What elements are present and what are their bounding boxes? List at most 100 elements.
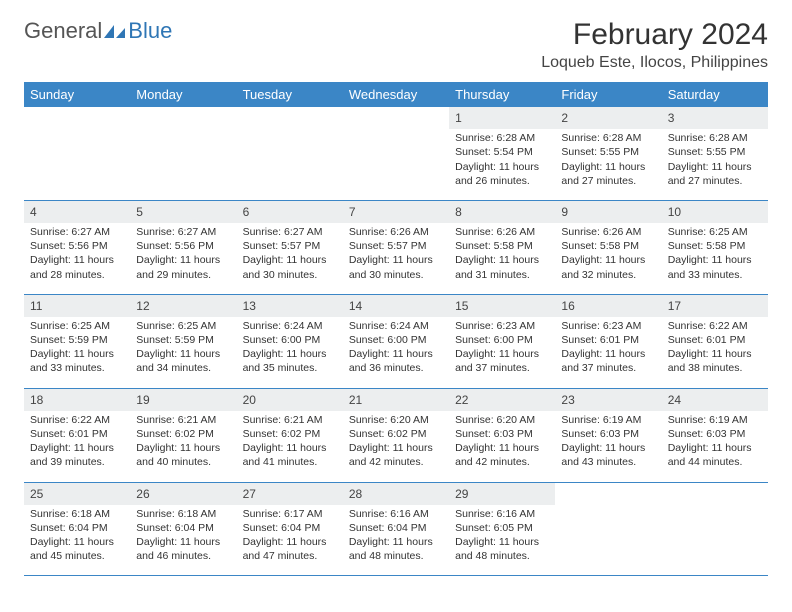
sunset-line: Sunset: 5:54 PM [455,145,549,159]
daynum-cell: 20 [237,388,343,411]
daynum-cell: 23 [555,388,661,411]
sunrise-line: Sunrise: 6:26 AM [455,225,549,239]
day-number: 11 [24,295,130,317]
daynum-cell: 9 [555,200,661,223]
daylight-line: Daylight: 11 hours and 28 minutes. [30,253,124,281]
page-header: General Blue February 2024 Loqueb Este, … [24,18,768,72]
calendar-body: 123Sunrise: 6:28 AMSunset: 5:54 PMDaylig… [24,107,768,576]
sunset-line: Sunset: 6:04 PM [30,521,124,535]
day-cell [130,129,236,200]
day-number: 4 [24,201,130,223]
day-number: 12 [130,295,236,317]
day-cell: Sunrise: 6:26 AMSunset: 5:58 PMDaylight:… [449,223,555,294]
day-cell: Sunrise: 6:20 AMSunset: 6:02 PMDaylight:… [343,411,449,482]
day-number: 20 [237,389,343,411]
day-number: 22 [449,389,555,411]
day-number: 9 [555,201,661,223]
sunrise-line: Sunrise: 6:21 AM [243,413,337,427]
sunrise-line: Sunrise: 6:17 AM [243,507,337,521]
sunrise-line: Sunrise: 6:18 AM [30,507,124,521]
daynum-cell: 14 [343,294,449,317]
day-number: 13 [237,295,343,317]
sunset-line: Sunset: 6:00 PM [243,333,337,347]
sunset-line: Sunset: 5:57 PM [243,239,337,253]
sunrise-line: Sunrise: 6:16 AM [349,507,443,521]
daynum-row: 18192021222324 [24,388,768,411]
week-row: Sunrise: 6:27 AMSunset: 5:56 PMDaylight:… [24,223,768,294]
sunrise-line: Sunrise: 6:25 AM [668,225,762,239]
sunset-line: Sunset: 6:00 PM [455,333,549,347]
day-number: 25 [24,483,130,505]
day-cell: Sunrise: 6:26 AMSunset: 5:58 PMDaylight:… [555,223,661,294]
day-cell: Sunrise: 6:19 AMSunset: 6:03 PMDaylight:… [555,411,661,482]
logo-text-blue: Blue [128,18,172,44]
daylight-line: Daylight: 11 hours and 36 minutes. [349,347,443,375]
sunset-line: Sunset: 6:05 PM [455,521,549,535]
daynum-cell [343,107,449,129]
day-number: 27 [237,483,343,505]
sunrise-line: Sunrise: 6:19 AM [561,413,655,427]
day-cell: Sunrise: 6:25 AMSunset: 5:59 PMDaylight:… [130,317,236,388]
sunset-line: Sunset: 5:58 PM [668,239,762,253]
day-cell: Sunrise: 6:27 AMSunset: 5:56 PMDaylight:… [130,223,236,294]
sunset-line: Sunset: 6:00 PM [349,333,443,347]
sunset-line: Sunset: 6:01 PM [30,427,124,441]
day-number: 8 [449,201,555,223]
sunrise-line: Sunrise: 6:26 AM [349,225,443,239]
day-number: 6 [237,201,343,223]
daylight-line: Daylight: 11 hours and 34 minutes. [136,347,230,375]
day-cell: Sunrise: 6:21 AMSunset: 6:02 PMDaylight:… [130,411,236,482]
calendar-table: Sunday Monday Tuesday Wednesday Thursday… [24,82,768,576]
day-number: 5 [130,201,236,223]
daylight-line: Daylight: 11 hours and 39 minutes. [30,441,124,469]
day-number: 29 [449,483,555,505]
day-cell: Sunrise: 6:25 AMSunset: 5:58 PMDaylight:… [662,223,768,294]
day-cell: Sunrise: 6:20 AMSunset: 6:03 PMDaylight:… [449,411,555,482]
day-cell: Sunrise: 6:17 AMSunset: 6:04 PMDaylight:… [237,505,343,576]
day-cell: Sunrise: 6:19 AMSunset: 6:03 PMDaylight:… [662,411,768,482]
sunset-line: Sunset: 6:03 PM [668,427,762,441]
day-number: 15 [449,295,555,317]
logo-text-general: General [24,18,102,44]
daynum-cell [24,107,130,129]
day-cell: Sunrise: 6:16 AMSunset: 6:04 PMDaylight:… [343,505,449,576]
daynum-cell: 22 [449,388,555,411]
daynum-cell: 29 [449,482,555,505]
sunrise-line: Sunrise: 6:27 AM [30,225,124,239]
sunset-line: Sunset: 5:59 PM [30,333,124,347]
day-number: 1 [449,107,555,129]
sunset-line: Sunset: 6:02 PM [243,427,337,441]
daynum-row: 123 [24,107,768,129]
location-subtitle: Loqueb Este, Ilocos, Philippines [541,54,768,72]
daynum-cell: 4 [24,200,130,223]
daylight-line: Daylight: 11 hours and 48 minutes. [349,535,443,563]
daynum-cell: 8 [449,200,555,223]
daylight-line: Daylight: 11 hours and 41 minutes. [243,441,337,469]
day-cell: Sunrise: 6:16 AMSunset: 6:05 PMDaylight:… [449,505,555,576]
sunrise-line: Sunrise: 6:23 AM [455,319,549,333]
day-cell: Sunrise: 6:26 AMSunset: 5:57 PMDaylight:… [343,223,449,294]
day-number: 21 [343,389,449,411]
daylight-line: Daylight: 11 hours and 26 minutes. [455,160,549,188]
daylight-line: Daylight: 11 hours and 30 minutes. [243,253,337,281]
weekday-header: Tuesday [237,82,343,107]
daynum-cell [237,107,343,129]
day-number: 7 [343,201,449,223]
daylight-line: Daylight: 11 hours and 45 minutes. [30,535,124,563]
daynum-cell [555,482,661,505]
sunrise-line: Sunrise: 6:26 AM [561,225,655,239]
weekday-header: Wednesday [343,82,449,107]
sunrise-line: Sunrise: 6:24 AM [243,319,337,333]
sunset-line: Sunset: 5:57 PM [349,239,443,253]
daylight-line: Daylight: 11 hours and 32 minutes. [561,253,655,281]
daynum-cell: 11 [24,294,130,317]
daylight-line: Daylight: 11 hours and 27 minutes. [561,160,655,188]
month-title: February 2024 [541,18,768,52]
day-number: 3 [662,107,768,129]
day-cell: Sunrise: 6:18 AMSunset: 6:04 PMDaylight:… [24,505,130,576]
daylight-line: Daylight: 11 hours and 48 minutes. [455,535,549,563]
daynum-cell: 16 [555,294,661,317]
daynum-cell: 5 [130,200,236,223]
day-cell [662,505,768,576]
day-cell: Sunrise: 6:27 AMSunset: 5:57 PMDaylight:… [237,223,343,294]
